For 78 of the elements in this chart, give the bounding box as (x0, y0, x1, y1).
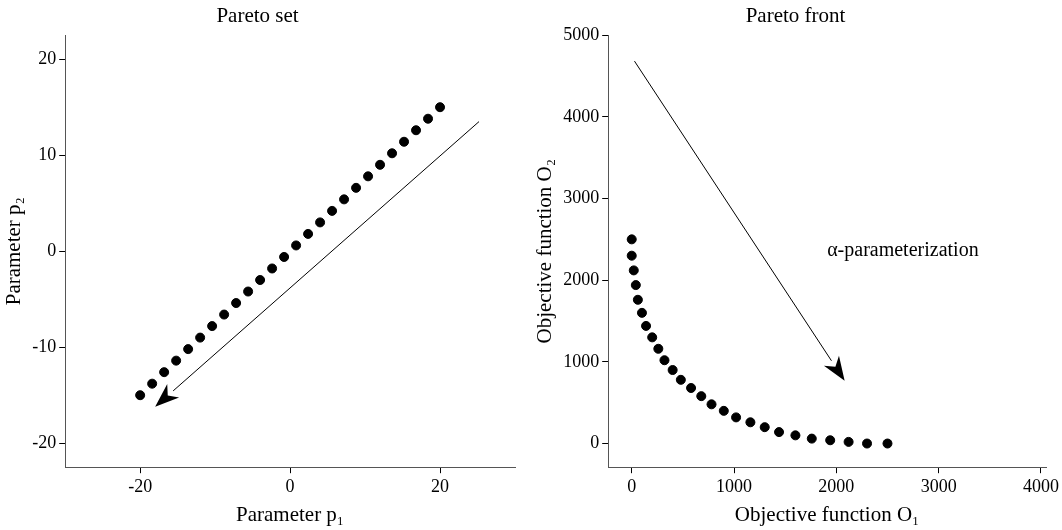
y-tick-label: -10 (32, 335, 57, 356)
point (267, 263, 278, 274)
point (183, 344, 194, 355)
point (231, 298, 242, 309)
point (327, 205, 338, 216)
point (411, 125, 422, 136)
y-axis-title: Objective function O₂ (532, 158, 557, 344)
y-axis-title: Parameter p₂ (1, 197, 26, 306)
chart-title: Pareto set (216, 3, 299, 28)
point (435, 102, 446, 113)
x-axis-title: Objective function O₁ (734, 501, 920, 526)
point (632, 294, 643, 305)
point (399, 136, 410, 147)
x-tick-label: 0 (627, 475, 637, 496)
x-tick-label: -20 (128, 475, 153, 496)
x-tick-label: 0 (285, 475, 295, 496)
point (636, 307, 647, 318)
point (882, 438, 893, 449)
y-tick-label: 5000 (563, 23, 600, 44)
point (731, 412, 742, 423)
point (423, 113, 434, 124)
y-tick-label: 2000 (563, 268, 600, 289)
point (626, 250, 637, 261)
y-tick-label: 20 (38, 47, 57, 68)
point (653, 343, 664, 354)
x-tick-label: 20 (431, 475, 450, 496)
x-tick-label: 3000 (920, 475, 957, 496)
y-tick-label: -20 (32, 431, 57, 452)
point (641, 320, 652, 331)
point (339, 194, 350, 205)
point (387, 148, 398, 159)
point (696, 391, 707, 402)
point (375, 159, 386, 170)
x-axis-title: Parameter p₁ (236, 501, 345, 526)
point (790, 430, 801, 441)
point (147, 378, 158, 389)
point (718, 405, 729, 416)
x-tick-label: 4000 (1022, 475, 1059, 496)
chart-title: Pareto front (745, 3, 846, 28)
point (135, 390, 146, 401)
point (862, 438, 873, 449)
x-tick-label: 1000 (716, 475, 753, 496)
point (659, 355, 670, 366)
point (630, 280, 641, 291)
point (843, 436, 854, 447)
point (774, 427, 785, 438)
point (647, 332, 658, 343)
point (255, 275, 266, 285)
y-tick-label: 0 (590, 432, 600, 453)
point (626, 234, 637, 245)
point (303, 228, 314, 239)
point (706, 399, 717, 410)
point (219, 309, 230, 320)
y-tick-label: 0 (47, 239, 57, 260)
point (195, 332, 206, 343)
point (363, 171, 374, 182)
point (806, 433, 817, 444)
point (759, 422, 770, 433)
x-tick-label: 2000 (818, 475, 855, 496)
point (351, 182, 362, 193)
y-tick-label: 1000 (563, 350, 600, 371)
point (315, 217, 326, 228)
y-tick-label: 4000 (563, 105, 600, 126)
y-tick-label: 10 (38, 143, 57, 164)
point (207, 321, 218, 332)
point (159, 367, 170, 378)
point (279, 251, 290, 262)
point (667, 365, 678, 376)
point (825, 435, 836, 446)
point (745, 417, 756, 428)
point (171, 355, 182, 366)
y-tick-label: 3000 (563, 187, 600, 208)
point (628, 265, 639, 276)
point (675, 374, 686, 385)
point (686, 382, 697, 393)
point (243, 286, 254, 297)
annotation: α-parameterization (827, 238, 979, 262)
point (291, 240, 302, 251)
